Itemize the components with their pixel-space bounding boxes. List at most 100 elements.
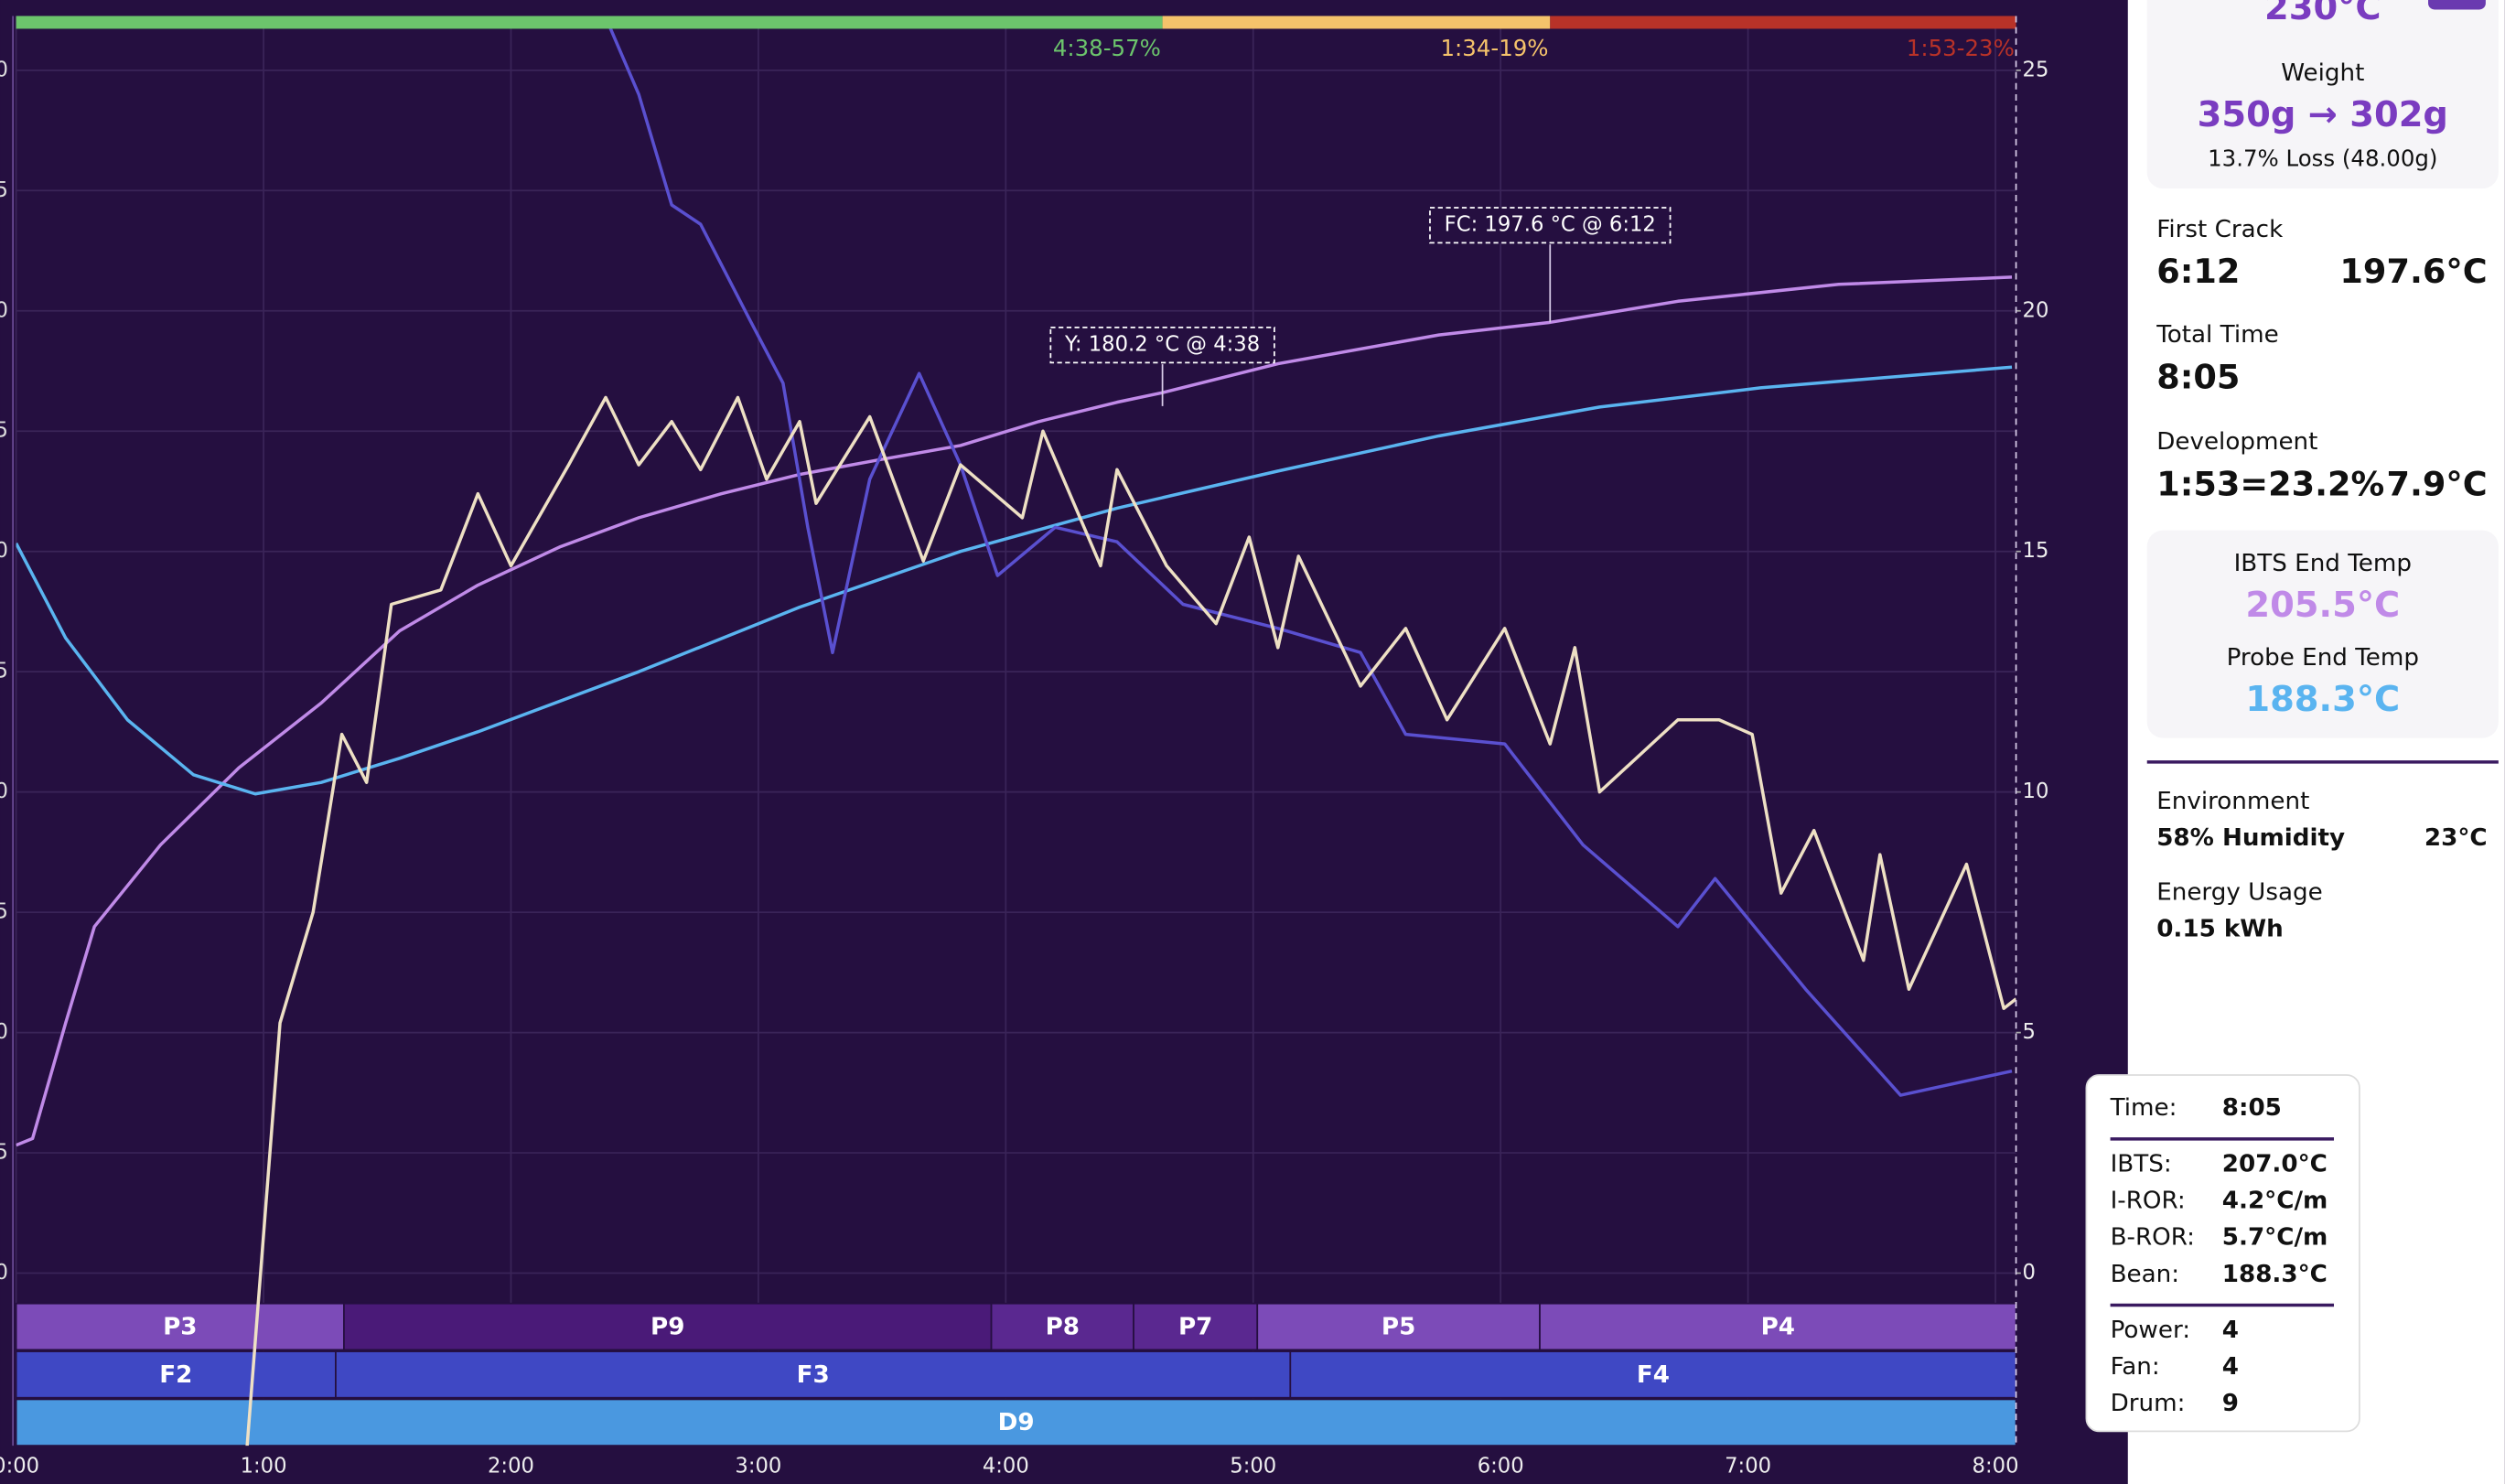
y-tick-label: 125 [0, 660, 8, 683]
series-line [604, 16, 2013, 1097]
tooltip-key: B-ROR: [2111, 1224, 2195, 1252]
top-temp: 230°C [2264, 0, 2381, 28]
phase-label: 4:38-57% [1053, 35, 1161, 61]
total-time-value: 8:05 [2156, 357, 2240, 396]
x-tick-label: 1:00 [241, 1454, 287, 1478]
phase-segment [1162, 16, 1551, 29]
control-band [335, 1350, 1292, 1399]
weight-label: Weight [2281, 59, 2364, 87]
x-tick-label: 8:00 [1973, 1454, 2019, 1478]
tooltip-value: 4 [2222, 1317, 2239, 1344]
tooltip-value: 207.0°C [2222, 1150, 2328, 1178]
tooltip-key: Fan: [2111, 1353, 2160, 1381]
tooltip-key: Power: [2111, 1317, 2191, 1344]
top-button[interactable] [2428, 0, 2486, 10]
control-band [1133, 1302, 1259, 1351]
tooltip-key: I-ROR: [2111, 1187, 2186, 1214]
y-tick-label: 25 [0, 1141, 8, 1165]
series-line [16, 365, 2013, 796]
control-band [1256, 1302, 1541, 1351]
control-band [15, 1398, 2017, 1446]
control-band [1539, 1302, 2017, 1351]
tooltip-value: 5.7°C/m [2222, 1224, 2328, 1252]
tooltip-key: IBTS: [2111, 1150, 2172, 1178]
tooltip-value: 8:05 [2222, 1094, 2282, 1122]
annotation-box [1049, 327, 1275, 364]
tooltip-value: 188.3°C [2222, 1261, 2328, 1288]
first-crack-label: First Crack [2156, 216, 2284, 243]
end-temp-card [2146, 530, 2499, 738]
y-tick-label: 175 [0, 419, 8, 443]
y2-tick-label: 10 [2023, 780, 2049, 803]
y-tick-label: 200 [0, 298, 8, 322]
tooltip-value: 4.2°C/m [2222, 1187, 2328, 1214]
series-line [16, 275, 2013, 1147]
phase-label: 1:34-19% [1441, 35, 1549, 61]
control-band-label: P7 [1178, 1313, 1212, 1340]
y2-tick-label: 15 [2023, 539, 2049, 563]
annotation-label: FC: 197.6 °C @ 6:12 [1445, 213, 1656, 237]
control-band-label: F4 [1637, 1361, 1670, 1389]
first-crack-time: 6:12 [2156, 252, 2240, 291]
phase-segment [16, 16, 1163, 29]
y2-tick-label: 5 [2023, 1020, 2036, 1044]
y-tick-label: 225 [0, 178, 8, 202]
control-band-label: F3 [797, 1361, 830, 1389]
y-tick-label: 100 [0, 780, 8, 803]
tooltip-value: 4 [2222, 1353, 2239, 1381]
series-line [245, 395, 2016, 1446]
ibts-end-label: IBTS End Temp [2234, 550, 2412, 577]
annotation-box [1429, 207, 1672, 244]
control-band-label: P3 [163, 1313, 197, 1340]
ambient-temp: 23°C [2424, 824, 2488, 852]
y2-tick-label: 0 [2023, 1261, 2036, 1285]
control-band-label: F2 [159, 1361, 192, 1389]
weight-card [2146, 0, 2499, 189]
development-label: Development [2156, 428, 2317, 456]
probe-end-label: Probe End Temp [2227, 644, 2419, 672]
y-tick-label: 250 [0, 58, 8, 81]
plot-background [0, 0, 2128, 1484]
control-band-label: P4 [1761, 1313, 1795, 1340]
control-band [1289, 1350, 2017, 1399]
phase-label: 1:53-23% [1907, 35, 2015, 61]
humidity: 58% Humidity [2156, 824, 2345, 852]
development-value: 1:53=23.2% [2156, 464, 2384, 503]
tooltip [2085, 1074, 2360, 1433]
control-band-label: P9 [650, 1313, 684, 1340]
total-time-label: Total Time [2156, 321, 2278, 349]
x-tick-label: 3:00 [735, 1454, 781, 1478]
weight-value: 350g → 302g [2198, 94, 2448, 135]
control-band-label: D9 [998, 1409, 1035, 1436]
x-tick-label: 7:00 [1725, 1454, 1771, 1478]
control-band [990, 1302, 1134, 1351]
y-tick-label: 150 [0, 539, 8, 563]
development-temp: 7.9°C [2386, 464, 2487, 503]
y-tick-label: 0 [0, 1261, 8, 1285]
control-band-label: P8 [1046, 1313, 1080, 1340]
x-tick-label: 2:00 [488, 1454, 534, 1478]
x-tick-label: 6:00 [1478, 1454, 1524, 1478]
ibts-end-value: 205.5°C [2245, 585, 2400, 626]
x-tick-label: 4:00 [983, 1454, 1029, 1478]
phase-segment [1550, 16, 2016, 29]
y-tick-label: 50 [0, 1020, 8, 1044]
energy-label: Energy Usage [2156, 878, 2323, 906]
x-tick-label: 5:00 [1230, 1454, 1276, 1478]
environment-label: Environment [2156, 788, 2309, 815]
tooltip-key: Bean: [2111, 1261, 2180, 1288]
x-tick-label: 0:00 [0, 1454, 39, 1478]
energy-value: 0.15 kWh [2156, 916, 2284, 943]
weight-loss: 13.7% Loss (48.00g) [2208, 145, 2437, 172]
y-tick-label: 75 [0, 900, 8, 924]
annotation-label: Y: 180.2 °C @ 4:38 [1064, 333, 1260, 357]
control-band-label: P5 [1382, 1313, 1415, 1340]
first-crack-temp: 197.6°C [2339, 252, 2487, 291]
probe-end-value: 188.3°C [2245, 679, 2400, 720]
y2-tick-label: 20 [2023, 298, 2049, 322]
y2-tick-label: 25 [2023, 58, 2049, 81]
tooltip-key: Drum: [2111, 1390, 2186, 1417]
tooltip-key: Time: [2110, 1094, 2177, 1122]
